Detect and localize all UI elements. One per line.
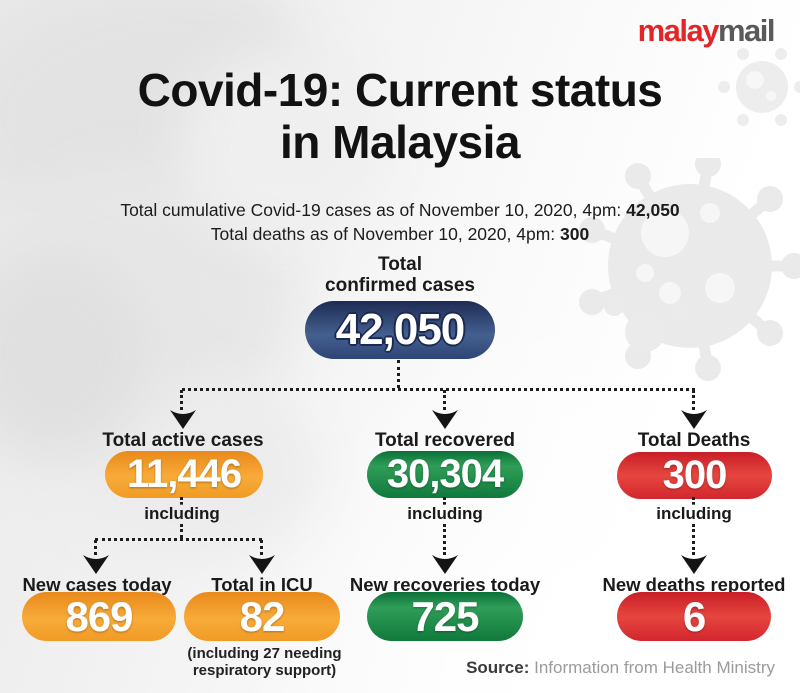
active-cases-pill: 11,446 <box>105 451 263 498</box>
brand-malay: malay <box>637 13 720 48</box>
icu-note: (including 27 needing respiratory suppor… <box>187 645 342 679</box>
connector-icu <box>260 540 263 555</box>
brand-logo: malaymail <box>637 13 776 49</box>
arrow-down-icon <box>249 555 275 574</box>
virus-dots <box>604 296 688 352</box>
virus-icon-small <box>718 48 800 126</box>
brand-mail: mail <box>717 13 776 48</box>
arrow-down-icon <box>432 555 458 574</box>
new-deaths-number: 6 <box>682 592 706 640</box>
confirmed-cases-pill: 42,050 <box>305 301 495 359</box>
connector-level2-rail <box>95 538 262 541</box>
cumulative-cases-value: 42,050 <box>626 200 680 220</box>
virus-icon <box>579 158 800 381</box>
subtitle-line-1: Total cumulative Covid-19 cases as of No… <box>120 200 680 220</box>
page-title: Covid-19: Current status in Malaysia <box>137 64 663 168</box>
icu-pill: 82 <box>184 592 340 641</box>
connector-branch-deaths <box>692 390 695 410</box>
icu-number: 82 <box>239 592 286 640</box>
subtitle-line-2: Total deaths as of November 10, 2020, 4p… <box>210 224 590 244</box>
arrow-down-icon <box>432 410 458 429</box>
source-line: Source: Information from Health Ministry <box>466 658 775 678</box>
arrow-down-icon <box>681 410 707 429</box>
arrow-down-icon <box>681 555 707 574</box>
connector-branch-active <box>180 390 183 410</box>
connector-root-drop <box>397 360 400 388</box>
new-deaths-pill: 6 <box>617 592 771 641</box>
connector-including <box>692 497 695 505</box>
connector-level1-rail <box>182 388 695 391</box>
deaths-label: Total Deaths <box>637 430 751 451</box>
connector-including <box>692 524 695 555</box>
arrow-down-icon <box>83 555 109 574</box>
including-label-recovered: including <box>407 504 483 523</box>
confirmed-cases-label: Total confirmed cases <box>325 254 475 296</box>
confirmed-cases-number: 42,050 <box>335 305 466 354</box>
connector-including <box>443 524 446 555</box>
new-cases-label: New cases today <box>22 574 172 595</box>
new-recoveries-label: New recoveries today <box>349 574 541 595</box>
background-photo-blur <box>180 50 390 240</box>
icu-label: Total in ICU <box>211 574 313 595</box>
new-cases-pill: 869 <box>22 592 176 641</box>
new-recoveries-pill: 725 <box>367 592 523 641</box>
source-text: Information from Health Ministry <box>534 658 775 677</box>
connector-branch-recovered <box>443 390 446 410</box>
connector-including <box>180 524 183 538</box>
including-label-deaths: including <box>656 504 732 523</box>
deaths-number: 300 <box>662 453 728 497</box>
connector-newcases <box>94 540 97 555</box>
including-label-active: including <box>144 504 220 523</box>
recovered-number: 30,304 <box>386 452 504 496</box>
arrow-down-icon <box>170 410 196 429</box>
new-recoveries-number: 725 <box>411 592 479 640</box>
background-photo-blur <box>0 250 150 460</box>
source-label: Source: <box>466 658 530 677</box>
active-cases-number: 11,446 <box>126 452 242 496</box>
total-deaths-value: 300 <box>560 224 590 244</box>
recovered-label: Total recovered <box>374 430 516 451</box>
deaths-pill: 300 <box>617 452 772 499</box>
active-cases-label: Total active cases <box>102 430 264 451</box>
connector-including <box>180 497 183 505</box>
new-cases-number: 869 <box>65 592 133 640</box>
recovered-pill: 30,304 <box>367 451 523 498</box>
connector-including <box>443 497 446 505</box>
